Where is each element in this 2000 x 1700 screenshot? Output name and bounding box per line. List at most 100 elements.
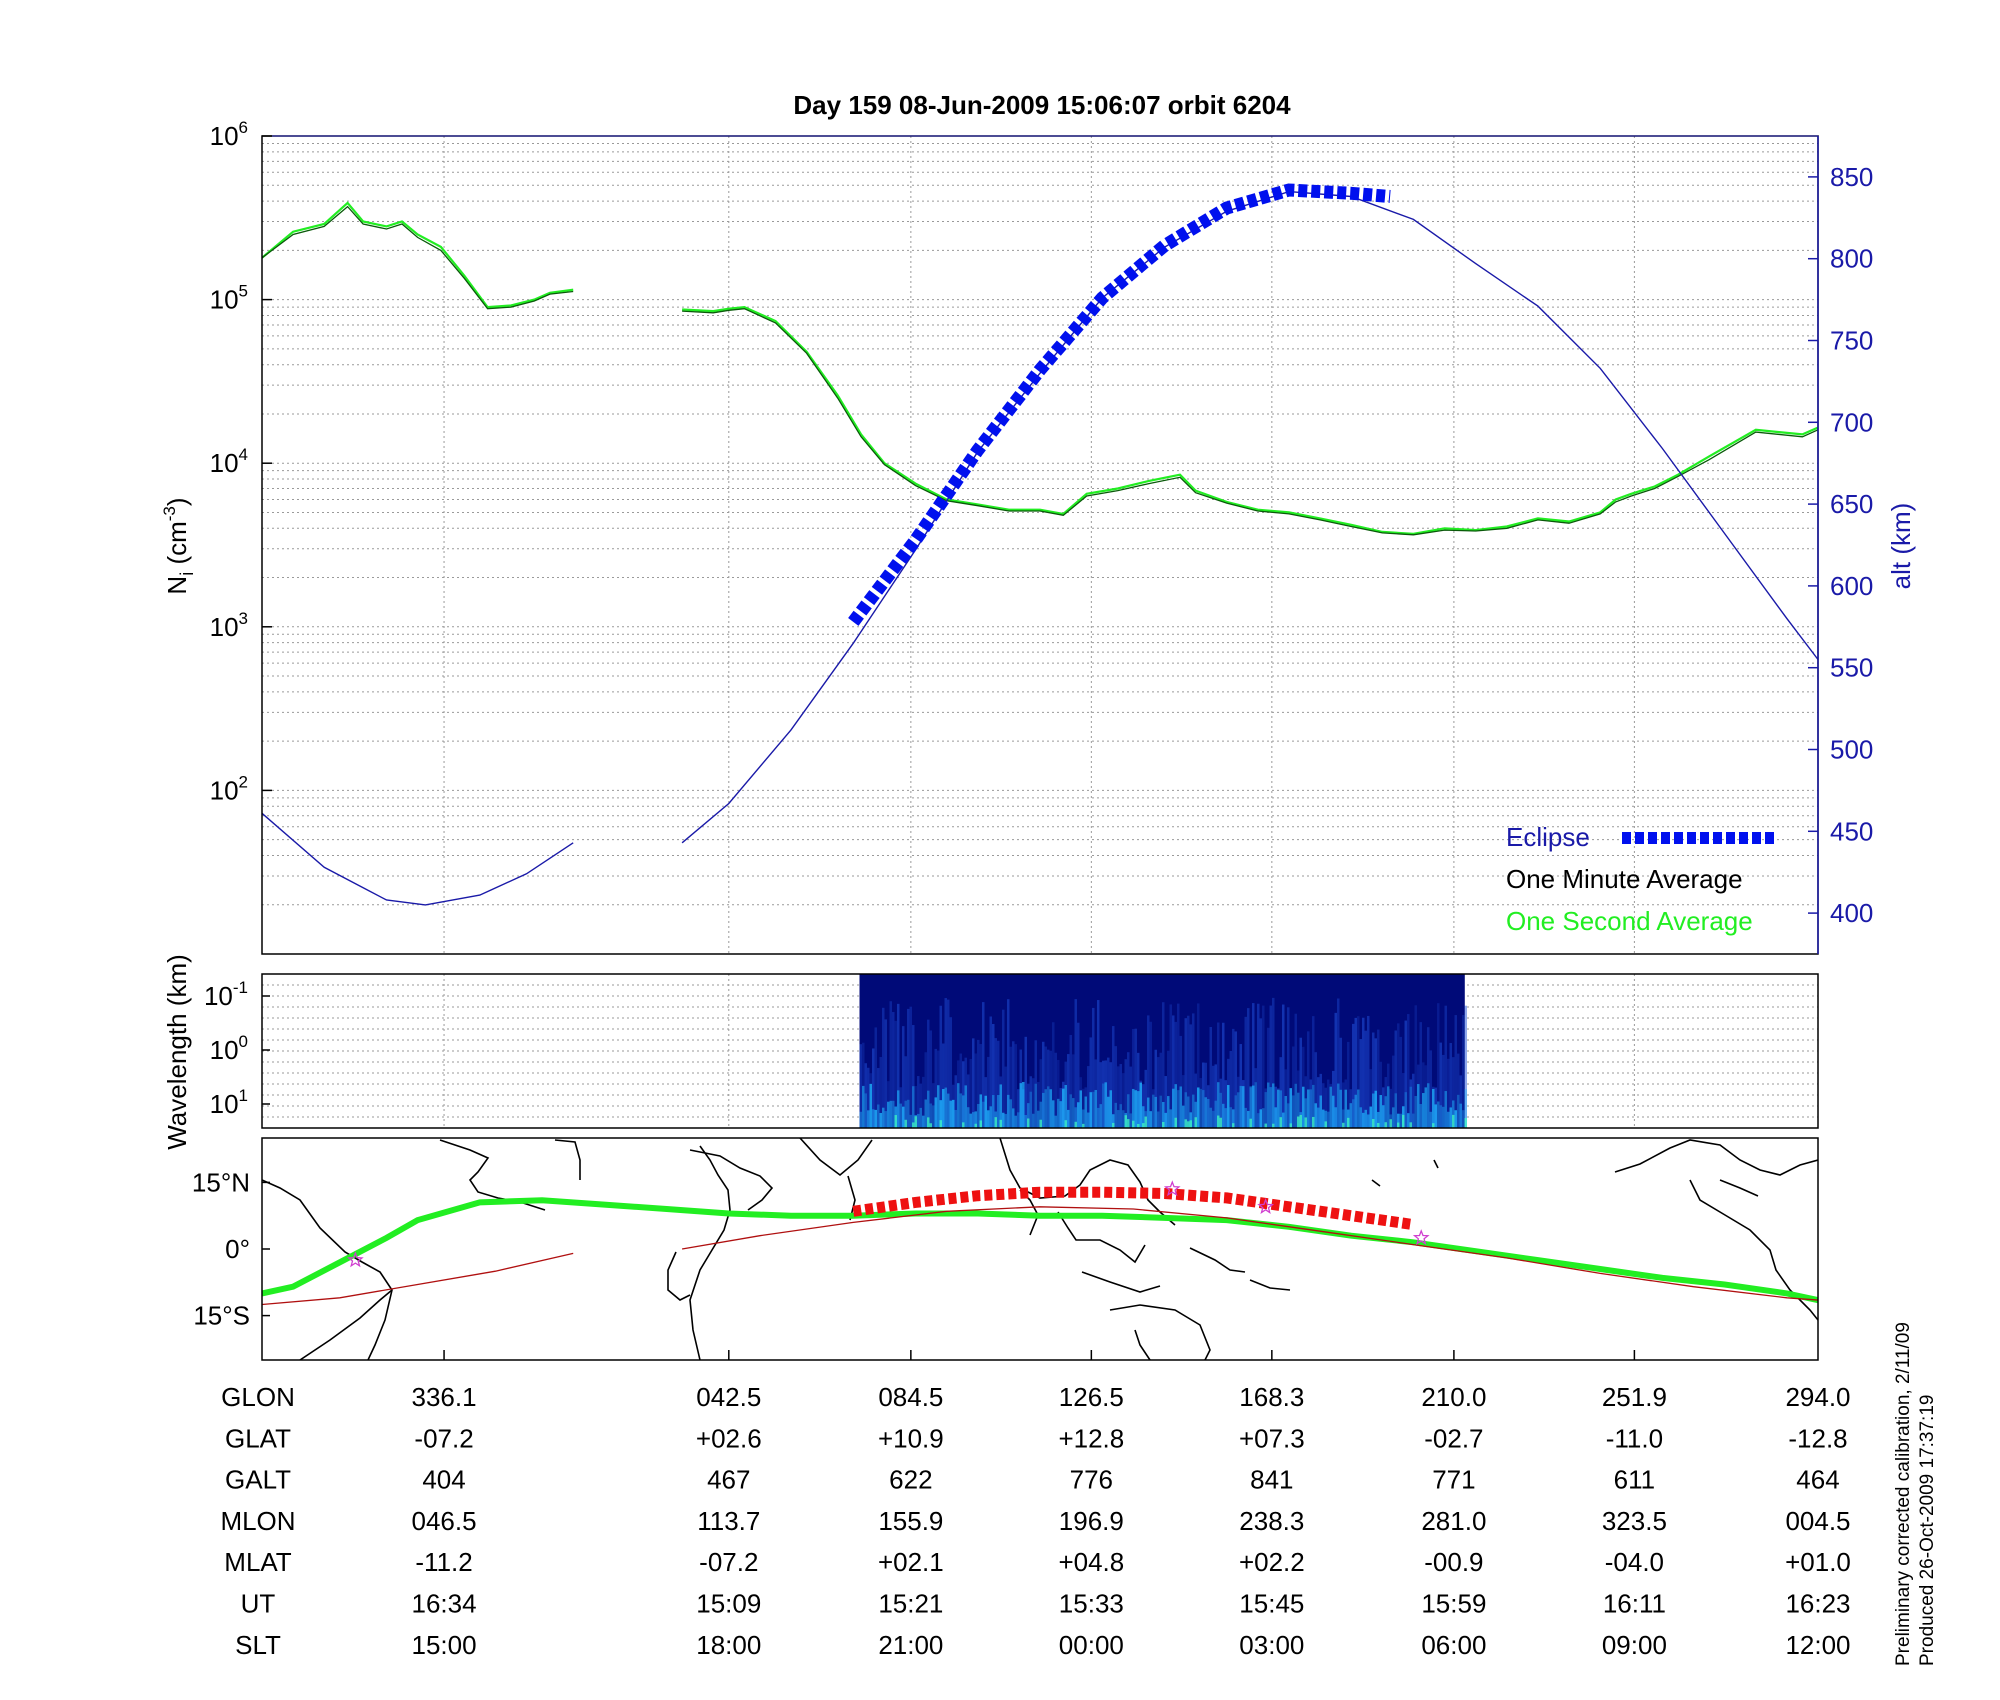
spectrogram-column [972, 1112, 975, 1128]
chart-title: Day 159 08-Jun-2009 15:06:07 orbit 6204 [793, 90, 1291, 120]
spectrogram-column [1292, 1046, 1295, 1128]
spectrogram-column [907, 1099, 910, 1128]
spectrogram-column [882, 1007, 885, 1128]
spectrogram-column [939, 1100, 943, 1128]
spectrogram-column [1237, 1092, 1240, 1128]
y2-tick-label: 400 [1830, 898, 1873, 928]
spectrogram-column [887, 1101, 890, 1128]
spectrogram-column [1342, 1122, 1345, 1128]
spectrogram-column [1272, 997, 1275, 1128]
spectrogram-column [1234, 1031, 1238, 1128]
spectrogram-column [1169, 1109, 1173, 1128]
y-tick-label: 101 [210, 1086, 248, 1119]
y-tick-label: 102 [210, 772, 248, 805]
spectrogram-column [927, 1117, 930, 1128]
spectrogram-column [1432, 1123, 1435, 1128]
spectrogram-column [1112, 1114, 1115, 1128]
spectrogram-column [1417, 1084, 1420, 1128]
spectrogram-column [1099, 1062, 1103, 1128]
spectrogram-column [1282, 1112, 1285, 1128]
spectrogram-column [1367, 1114, 1370, 1128]
spectrogram-column [874, 1109, 878, 1128]
spectrogram-column [1202, 1090, 1205, 1128]
spectrogram-column [1452, 1057, 1455, 1128]
spectrogram-column [864, 1093, 868, 1128]
spectrogram-column [1317, 1077, 1320, 1128]
spectrogram-column [919, 1083, 923, 1128]
spectrogram-column [1377, 1111, 1380, 1128]
eclipse-line [848, 183, 1391, 626]
spectrogram-column [1259, 1018, 1263, 1128]
orbit-table: GLON 336.1 042.5 084.5 126.5 168.3 210.0 251.9 2… [220, 1382, 1850, 1660]
spectrogram-column [1357, 1089, 1360, 1128]
ground-track-panel: 15°N 0° 15°S [192, 1137, 1819, 1361]
spectrogram-column [1037, 1110, 1040, 1128]
table-row-label: UT [241, 1589, 276, 1619]
spectrogram-column [1367, 1015, 1370, 1128]
legend: Eclipse One Minute Average One Second Av… [1506, 822, 1776, 936]
star-marker [1412, 1229, 1430, 1246]
spectrogram-column [1129, 1113, 1133, 1128]
spectrogram-column [1299, 1037, 1303, 1128]
y2-tick-label: 500 [1830, 735, 1873, 765]
spectrogram-column [1144, 1069, 1148, 1128]
spectrogram-column [962, 1122, 965, 1128]
spectrogram-column [929, 1103, 933, 1128]
spectrogram-column [1254, 1068, 1258, 1128]
spectrogram-column [927, 1090, 930, 1128]
spectrogram-column [909, 1006, 913, 1128]
spectrogram-column [1152, 1094, 1155, 1128]
spectrogram-column [1084, 1096, 1088, 1128]
spectrogram-column [1352, 1023, 1355, 1128]
spectrogram-column [1134, 1090, 1138, 1128]
table-cell: 467 [707, 1465, 750, 1495]
spectrogram-column [1157, 1111, 1160, 1128]
spectrogram-column [1142, 1106, 1145, 1128]
spectrogram-column [1074, 1107, 1078, 1128]
spectrogram-column [1194, 1073, 1198, 1128]
spectrogram-column [1392, 1107, 1395, 1128]
spectrogram-column [1034, 1040, 1038, 1128]
table-cell: 323.5 [1602, 1506, 1667, 1536]
spectrogram-column [1179, 1086, 1183, 1128]
spectrogram-column [1289, 1123, 1293, 1128]
spectrogram-column [939, 1005, 943, 1128]
table-cell: 06:00 [1421, 1630, 1486, 1660]
spectrogram-column [1319, 1095, 1323, 1128]
spectrogram-column [1287, 1007, 1290, 1128]
spectrogram-column [1382, 1105, 1385, 1128]
spectrogram-column [1197, 1087, 1200, 1128]
spectrogram-column [1369, 1069, 1373, 1128]
spectrogram-column [1057, 1059, 1060, 1128]
spectrogram-column [1069, 1034, 1073, 1128]
spectrogram-column [1172, 1015, 1175, 1128]
spectrogram-column [1124, 1115, 1128, 1128]
spectrogram-column [1272, 1083, 1275, 1128]
spectrogram-column [1459, 1075, 1463, 1128]
spectrogram-column [1274, 1107, 1278, 1128]
spectrogram-column [1112, 1026, 1115, 1128]
spectrogram-column [992, 1023, 995, 1128]
spectrogram-column [1174, 1117, 1178, 1128]
spectrogram-column [1444, 1005, 1448, 1128]
table-cell: -02.7 [1424, 1423, 1483, 1453]
table-cell: 281.0 [1421, 1506, 1486, 1536]
spectrogram-column [1027, 1118, 1030, 1128]
spectrogram-column [902, 1106, 905, 1128]
spectrogram-column [1267, 1027, 1270, 1128]
spectrogram-column [974, 1053, 978, 1128]
table-cell: 622 [889, 1465, 932, 1495]
table-cell: 16:34 [412, 1589, 477, 1619]
spectrogram-column [1127, 1094, 1130, 1128]
spectrogram-column [1304, 1098, 1308, 1128]
spectrogram-column [1414, 1095, 1418, 1128]
spectrogram-column [1197, 1003, 1200, 1128]
spectrogram-column [1049, 1089, 1053, 1128]
spectrogram-column [1167, 1050, 1170, 1128]
spectrogram-column [909, 1114, 913, 1128]
spectrogram-column [1459, 1103, 1463, 1128]
spectrogram-column [1259, 1109, 1263, 1128]
spectrogram-column [1394, 1093, 1398, 1128]
spectrogram-column [962, 1095, 965, 1128]
spectrogram-column [1359, 1107, 1363, 1128]
